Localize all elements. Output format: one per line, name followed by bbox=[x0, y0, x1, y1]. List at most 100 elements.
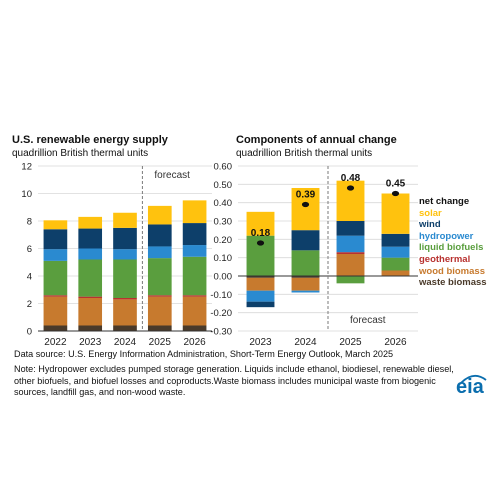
right-chart-y-tick-label: 0.10 bbox=[214, 253, 233, 264]
left-chart-bar-wood-biomass bbox=[78, 298, 103, 326]
right-chart-bar-wood-biomass bbox=[381, 270, 410, 276]
left-chart-bar-geothermal bbox=[113, 298, 137, 300]
right-chart-net-change-label: 0.18 bbox=[251, 228, 271, 239]
left-chart-bar-wind bbox=[182, 223, 207, 246]
right-chart-bar-liquid-biofuels bbox=[291, 250, 320, 276]
right-chart-net-change-marker bbox=[391, 190, 400, 197]
right-chart-y-tick-label: 0.20 bbox=[214, 235, 233, 246]
right-chart-y-tick-label: 0.50 bbox=[214, 180, 233, 191]
right-chart-subtitle: quadrillion British thermal units bbox=[236, 148, 373, 159]
left-chart-bar-liquid-biofuels bbox=[147, 258, 172, 296]
left-chart-bar-geothermal bbox=[182, 295, 207, 297]
left-chart-y-tick-label: 12 bbox=[21, 162, 32, 173]
right-chart-bar-solar bbox=[381, 193, 410, 234]
right-chart-bar-wind bbox=[336, 221, 365, 236]
left-chart-bar-liquid-biofuels bbox=[182, 256, 207, 296]
right-chart-bar-liquid-biofuels bbox=[336, 276, 365, 284]
right-chart-bar-geothermal bbox=[336, 252, 365, 254]
left-chart-x-tick-label: 2024 bbox=[114, 337, 137, 348]
left-chart-subtitle: quadrillion British thermal units bbox=[12, 148, 149, 159]
left-chart-bar-solar bbox=[43, 220, 68, 230]
left-chart-x-tick-label: 2023 bbox=[79, 337, 102, 348]
left-chart-bar-waste-biomass bbox=[113, 325, 137, 331]
left-chart-y-tick-label: 2 bbox=[27, 299, 32, 310]
data-source: Data source: U.S. Energy Information Adm… bbox=[14, 349, 394, 359]
left-chart-bar-liquid-biofuels bbox=[43, 260, 68, 296]
right-chart-net-change-marker bbox=[346, 185, 355, 191]
right-chart-bar-wood-biomass bbox=[246, 277, 275, 291]
left-chart-bar-hydropower bbox=[113, 249, 137, 260]
right-chart-title: Components of annual change bbox=[236, 134, 397, 146]
left-chart-bar-wind bbox=[147, 224, 172, 247]
left-chart-x-tick-label: 2022 bbox=[44, 337, 67, 348]
right-chart-y-tick-label: 0.40 bbox=[214, 198, 233, 209]
right-chart-net-change-marker bbox=[301, 201, 310, 208]
left-chart-y-tick-label: 4 bbox=[27, 272, 32, 283]
right-chart-bar-wood-biomass bbox=[336, 254, 365, 276]
left-chart-bar-wind bbox=[113, 227, 137, 250]
right-chart-x-tick-label: 2026 bbox=[384, 337, 407, 348]
left-chart-x-tick-label: 2026 bbox=[183, 337, 206, 348]
left-chart-bar-hydropower bbox=[43, 249, 68, 261]
left-chart-forecast-label: forecast bbox=[154, 170, 190, 181]
right-chart-bar-hydropower bbox=[246, 290, 275, 302]
right-chart-bar-waste-biomass bbox=[291, 276, 320, 278]
right-chart-bar-solar bbox=[246, 211, 275, 236]
right-chart-bar-wind bbox=[291, 230, 320, 251]
left-chart-bar-geothermal bbox=[78, 296, 103, 298]
legend-item-hydropower: hydropower bbox=[419, 230, 474, 242]
right-chart-bar-hydropower bbox=[291, 290, 320, 293]
right-chart-net-change-label: 0.39 bbox=[296, 190, 316, 201]
left-chart-bar-wood-biomass bbox=[147, 296, 172, 326]
right-chart-bar-hydropower bbox=[381, 246, 410, 258]
right-chart-bar-wood-biomass bbox=[291, 277, 320, 291]
eia-logo-arc bbox=[459, 374, 487, 385]
left-chart-bar-wood-biomass bbox=[43, 296, 68, 326]
legend-item-wood-biomass: wood biomass bbox=[419, 265, 485, 277]
right-chart-bar-liquid-biofuels bbox=[381, 257, 410, 271]
left-chart-y-tick-label: 10 bbox=[21, 189, 32, 200]
left-chart-y-tick-label: 8 bbox=[27, 217, 32, 228]
left-chart-bar-geothermal bbox=[43, 295, 68, 297]
left-chart-bar-hydropower bbox=[182, 245, 207, 257]
right-chart-net-change-label: 0.45 bbox=[386, 179, 406, 190]
right-chart-y-tick-label: 0.30 bbox=[214, 217, 233, 228]
left-chart-bar-waste-biomass bbox=[78, 325, 103, 331]
left-chart-bar-wood-biomass bbox=[182, 296, 207, 326]
legend-item-solar: solar bbox=[419, 207, 442, 219]
left-chart-bar-wind bbox=[43, 229, 68, 250]
left-chart-bar-hydropower bbox=[78, 248, 103, 260]
left-chart-bar-solar bbox=[113, 212, 137, 228]
left-chart-title: U.S. renewable energy supply bbox=[12, 134, 168, 146]
left-chart-bar-hydropower bbox=[147, 246, 172, 259]
left-chart-y-tick-label: 6 bbox=[27, 244, 32, 255]
eia-logo: eia bbox=[456, 376, 484, 398]
left-chart-y-tick-label: 0 bbox=[27, 327, 32, 338]
left-chart-bar-solar bbox=[147, 205, 172, 225]
left-chart-bar-wood-biomass bbox=[113, 299, 137, 326]
left-chart-x-tick-label: 2025 bbox=[149, 337, 172, 348]
right-chart-forecast-label: forecast bbox=[350, 315, 386, 326]
right-chart-bar-solar bbox=[291, 188, 320, 231]
right-chart-bar-wind bbox=[246, 301, 275, 308]
left-chart-bar-wind bbox=[78, 228, 103, 249]
right-chart-x-tick-label: 2024 bbox=[294, 337, 317, 348]
left-chart-bar-solar bbox=[182, 200, 207, 224]
right-chart-y-tick-label: 0.60 bbox=[214, 162, 233, 173]
right-chart-x-tick-label: 2025 bbox=[339, 337, 362, 348]
right-chart-y-tick-label: -0.30 bbox=[210, 327, 232, 338]
right-chart-y-tick-label: -0.10 bbox=[210, 290, 232, 301]
right-chart-net-change-label: 0.48 bbox=[341, 173, 361, 184]
right-chart-net-change-marker bbox=[256, 240, 265, 246]
legend-item-geothermal: geothermal bbox=[419, 254, 471, 265]
right-chart-bar-wind bbox=[381, 233, 410, 247]
left-chart-bar-waste-biomass bbox=[147, 325, 172, 331]
left-chart-bar-waste-biomass bbox=[182, 325, 207, 331]
left-chart-bar-liquid-biofuels bbox=[78, 259, 103, 297]
left-chart-bar-liquid-biofuels bbox=[113, 259, 137, 298]
right-chart-x-tick-label: 2023 bbox=[249, 337, 272, 348]
left-chart-bar-geothermal bbox=[147, 295, 172, 297]
right-chart-bar-hydropower bbox=[336, 235, 365, 253]
